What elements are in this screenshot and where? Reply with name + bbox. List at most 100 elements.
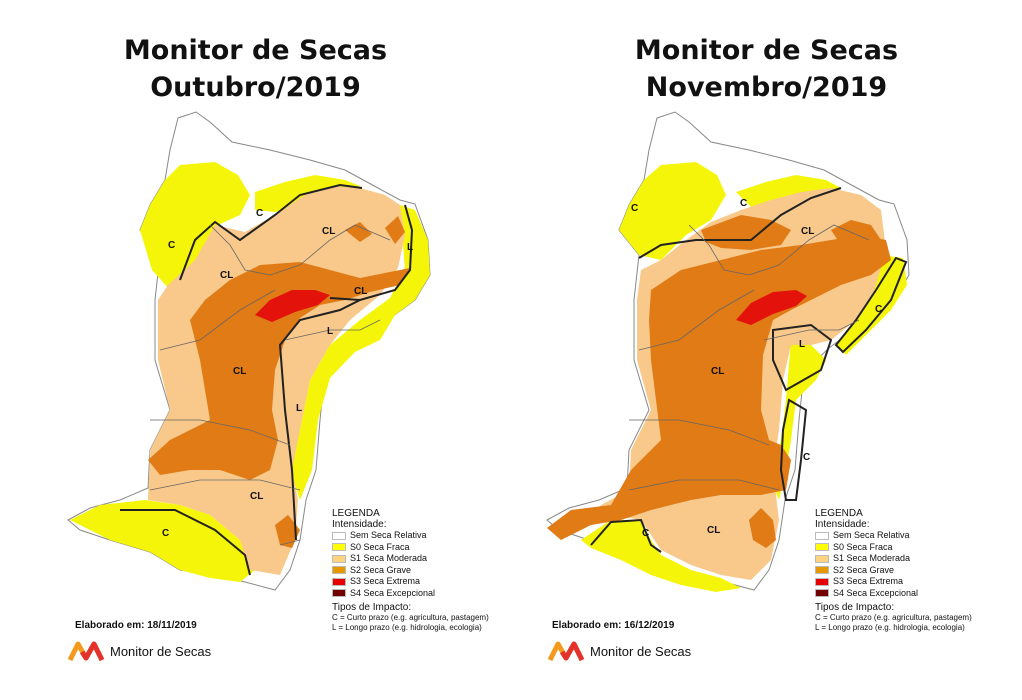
legend-item: S1 Seca Moderada (332, 553, 489, 565)
state-borders (149, 224, 391, 546)
legend-item-label: S0 Seca Fraca (833, 541, 893, 552)
map-label: CL (220, 270, 233, 281)
legend-swatch (332, 566, 346, 575)
legend-item: S0 Seca Fraca (815, 542, 972, 554)
map-label: L (799, 339, 805, 350)
impact-boundary-5 (590, 518, 662, 553)
title-line-2: Novembro/2019 (645, 72, 888, 103)
map-label: CL (233, 366, 246, 377)
impact-boundary-1 (179, 183, 363, 281)
impact-boundary-2 (834, 256, 908, 354)
s2-area (547, 235, 891, 540)
title-line-1: Monitor de Secas (123, 35, 388, 66)
legend-title: LEGENDA (815, 508, 863, 519)
s0-area-west (619, 162, 726, 260)
brand: Monitor de Secas (548, 640, 691, 662)
impact-boundary-2 (329, 204, 414, 302)
legend-item-label: S0 Seca Fraca (350, 541, 410, 552)
map-label: C (740, 198, 747, 209)
monitor-de-secas-logo-icon (68, 641, 104, 662)
legend-item: S0 Seca Fraca (332, 542, 489, 554)
drought-map-october: C CL C CL L CL CL L L CL C (67, 111, 431, 591)
legend-intensity-label: Intensidade: (332, 519, 387, 530)
map-label: CL (801, 226, 814, 237)
impact-boundary-4 (779, 398, 808, 501)
map-label: CL (354, 286, 367, 297)
legend-swatch (815, 589, 829, 598)
s0-area-north (736, 175, 841, 212)
impact-title: Tipos de Impacto: (332, 602, 412, 613)
map-label: CL (711, 366, 724, 377)
legend-item: Sem Seca Relativa (815, 530, 972, 542)
impact-boundary-4 (120, 509, 251, 576)
legend-swatch (332, 554, 346, 563)
legend-item-label: Sem Seca Relativa (833, 530, 910, 541)
map-label: C (642, 528, 649, 539)
brand-name: Monitor de Secas (590, 643, 692, 659)
s0-area-west (140, 162, 250, 290)
panel-title: Monitor de Secas Outubro/2019 (0, 32, 511, 106)
map-label: C (168, 240, 175, 251)
s0-area-east (837, 255, 907, 355)
map-label: CL (707, 525, 720, 536)
map-panel-october: Monitor de Secas Outubro/2019 C CL C CL … (0, 32, 511, 662)
s2-area-n (701, 215, 791, 250)
legend-swatch (815, 554, 829, 563)
s3-area (736, 290, 807, 325)
monitor-de-secas-logo-icon (548, 641, 584, 662)
legend-item: S2 Seca Grave (332, 565, 489, 577)
legend-swatch (815, 566, 829, 575)
s3-area (255, 290, 330, 322)
legend-swatch (815, 577, 829, 586)
brand: Monitor de Secas (68, 640, 211, 662)
impact-boundary-3 (278, 299, 361, 541)
s2-area-s (275, 515, 300, 548)
impact-boundary-3 (772, 323, 833, 392)
impact-title: Tipos de Impacto: (815, 602, 895, 613)
legend-intensity-label: Intensidade: (815, 519, 870, 530)
map-label: C (631, 203, 638, 214)
impact-long-term: L = Longo prazo (e.g. hidrologia, ecolog… (815, 623, 965, 632)
impact-short-term: C = Curto prazo (e.g. agricultura, pasta… (332, 613, 489, 622)
legend-item-label: S2 Seca Grave (833, 564, 895, 575)
title-line-2: Outubro/2019 (150, 72, 361, 103)
legend-item: S3 Seca Extrema (332, 576, 489, 588)
map-label: CL (250, 491, 263, 502)
map-label: L (407, 242, 413, 253)
panel-title: Monitor de Secas Novembro/2019 (511, 32, 1022, 106)
s2-area-ne2 (385, 216, 405, 244)
legend-item: S1 Seca Moderada (815, 553, 972, 565)
legend-item: S2 Seca Grave (815, 565, 972, 577)
legend-item-label: S3 Seca Extrema (833, 576, 904, 587)
legend-swatch (332, 543, 346, 552)
map-label: L (327, 326, 333, 337)
s2-area-s (749, 508, 776, 548)
map-label: C (162, 528, 169, 539)
legend-item-label: S1 Seca Moderada (833, 553, 911, 564)
legend-item-label: S1 Seca Moderada (350, 553, 428, 564)
map-label: C (875, 304, 882, 315)
legend-swatch (815, 531, 829, 540)
legend-item: S4 Seca Excepcional (815, 588, 972, 600)
map-panel-november: Monitor de Secas Novembro/2019 C C CL CL… (511, 0, 1022, 700)
s0-area-east (290, 205, 430, 500)
title-line-1: Monitor de Secas (634, 35, 899, 66)
legend-swatch (332, 577, 346, 586)
legend-title: LEGENDA (332, 508, 380, 519)
legend-swatch (332, 589, 346, 598)
impact-long-term: L = Longo prazo (e.g. hidrologia, ecolog… (332, 623, 482, 632)
legend-item-label: S2 Seca Grave (350, 564, 412, 575)
legend-swatch (332, 531, 346, 540)
legend-item-label: S3 Seca Extrema (350, 576, 421, 587)
impact-boundary-1 (638, 187, 842, 259)
state-borders (628, 224, 870, 491)
s0-area-south (581, 520, 741, 592)
legend-item-label: S4 Seca Excepcional (833, 587, 919, 598)
legend-item: S4 Seca Excepcional (332, 588, 489, 600)
elaboration-date: Elaborado em: 18/11/2019 (75, 620, 197, 631)
legend: LEGENDA Intensidade: Sem Seca Relativa S… (332, 508, 489, 633)
legend-item: S3 Seca Extrema (815, 576, 972, 588)
legend-item-label: Sem Seca Relativa (350, 530, 427, 541)
brand-name: Monitor de Secas (110, 643, 212, 659)
s0-area-south (70, 500, 255, 582)
